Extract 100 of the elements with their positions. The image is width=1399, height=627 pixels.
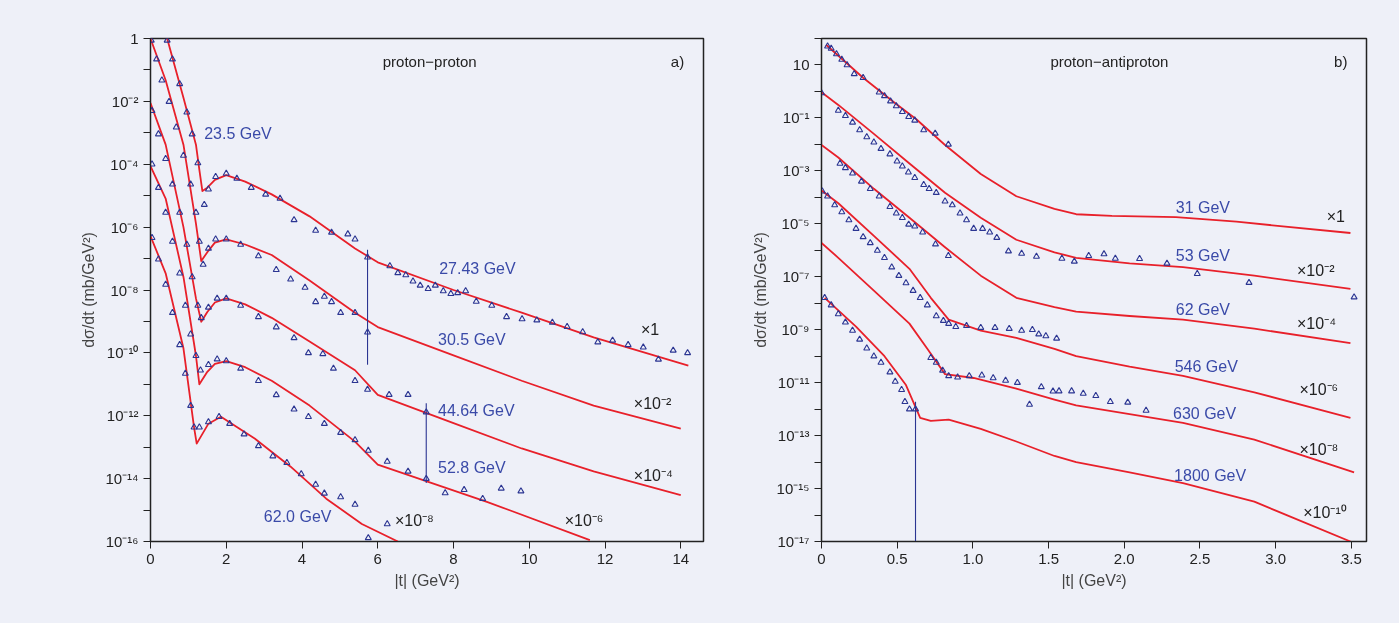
point [290, 215, 298, 223]
point [898, 162, 906, 169]
text: b) [1334, 52, 1348, 70]
text: a) [670, 52, 685, 70]
point [954, 373, 962, 380]
point [886, 202, 894, 210]
point [290, 333, 298, 341]
point [162, 280, 170, 287]
point [1070, 257, 1078, 264]
point [194, 301, 202, 308]
point [1193, 269, 1201, 277]
point [237, 364, 245, 371]
point [916, 293, 924, 301]
point [1106, 397, 1114, 405]
point [962, 215, 971, 223]
point [684, 348, 692, 356]
point [272, 265, 280, 273]
y-tick-label: 10⁻⁶ [110, 218, 139, 236]
point [911, 222, 919, 229]
point [821, 293, 829, 301]
y-tick-label: 10⁻⁹ [781, 321, 810, 339]
point [204, 360, 212, 367]
point [1013, 378, 1021, 385]
annotation: ×10⁻⁸ [394, 512, 434, 530]
point [204, 303, 212, 310]
point [351, 235, 359, 242]
point [909, 286, 917, 293]
point [919, 228, 927, 235]
point [272, 323, 280, 330]
point [416, 281, 424, 288]
annotation: 1800 GeV [1174, 466, 1247, 484]
point [188, 272, 196, 280]
point [1142, 406, 1150, 413]
annotation: 62 GeV [1175, 300, 1231, 318]
point [1035, 330, 1043, 337]
point [1245, 278, 1253, 285]
point [254, 376, 262, 384]
x-axis-title: |t| (GeV²) [394, 571, 460, 589]
point [276, 194, 284, 201]
point [385, 390, 393, 397]
point [168, 55, 177, 62]
point [986, 228, 994, 235]
point [363, 385, 372, 392]
point [479, 494, 487, 501]
x-axis-title: |t| (GeV²) [1061, 571, 1127, 589]
point [824, 42, 832, 49]
point [404, 467, 412, 474]
point [875, 192, 883, 199]
y-tick-label: 10⁻⁵ [781, 215, 810, 233]
point [920, 125, 928, 133]
point [312, 297, 320, 305]
point [154, 183, 162, 190]
y-tick-label: 10⁻¹¹ [777, 374, 810, 392]
point [337, 493, 345, 500]
x-tick-label: 1.0 [962, 549, 984, 567]
point [850, 69, 858, 77]
point [902, 279, 910, 286]
point [424, 284, 432, 291]
point [226, 419, 234, 426]
point [579, 328, 587, 335]
annotation: 53 GeV [1175, 247, 1231, 265]
line-series [821, 189, 1352, 419]
point [1025, 400, 1034, 407]
point [176, 208, 184, 215]
point [944, 251, 952, 259]
point [888, 263, 896, 270]
point [337, 428, 345, 435]
y-tick-label: 10⁻⁸ [110, 281, 139, 299]
x-tick-label: 14 [672, 549, 690, 567]
point [594, 338, 602, 345]
point [866, 184, 874, 192]
point [153, 55, 161, 62]
point [841, 318, 849, 325]
point [195, 237, 203, 244]
point [162, 208, 170, 215]
point [920, 180, 928, 187]
point [945, 319, 953, 326]
point [886, 97, 895, 104]
annotation: ×10⁻² [633, 395, 672, 413]
point [1042, 331, 1050, 339]
point [863, 133, 871, 140]
point [196, 366, 205, 373]
point [187, 330, 195, 337]
point [394, 268, 402, 276]
annotation: ×10⁻⁶ [1299, 381, 1339, 399]
y-tick-label: 10⁻¹⁶ [105, 533, 139, 550]
point [439, 286, 447, 294]
point [1100, 250, 1108, 257]
point [181, 369, 189, 376]
point [905, 112, 913, 120]
point [154, 255, 162, 262]
point [454, 288, 462, 296]
point [176, 269, 184, 276]
point [190, 423, 198, 430]
point [1037, 382, 1045, 390]
point [905, 220, 913, 227]
point [895, 271, 903, 278]
line-series [825, 43, 1352, 234]
point [859, 73, 867, 80]
point [462, 286, 470, 294]
